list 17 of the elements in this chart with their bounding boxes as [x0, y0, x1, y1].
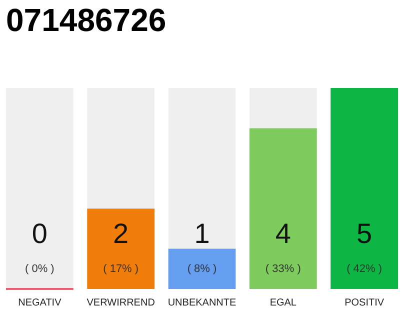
data-label: 5	[356, 218, 372, 249]
x-tick-label: VERWIRREND	[86, 298, 155, 308]
annotation: ( 17% )	[103, 262, 139, 275]
data-label: 4	[275, 218, 291, 249]
data-label: 1	[194, 218, 210, 249]
annotation: ( 0% )	[25, 262, 54, 275]
x-tick-label: POSITIV	[344, 298, 384, 308]
annotation: ( 42% )	[346, 262, 382, 275]
x-tick-label: EGAL	[270, 298, 297, 308]
data-label: 0	[32, 218, 48, 249]
chart-title: 071486726	[6, 2, 166, 38]
annotation: ( 33% )	[265, 262, 301, 275]
data-label: 2	[113, 218, 129, 249]
bar	[168, 248, 236, 289]
annotation: ( 8% )	[187, 262, 217, 275]
x-tick-label: UNBEKANNTE	[168, 298, 236, 308]
x-tick-label: NEGATIV	[18, 298, 62, 308]
